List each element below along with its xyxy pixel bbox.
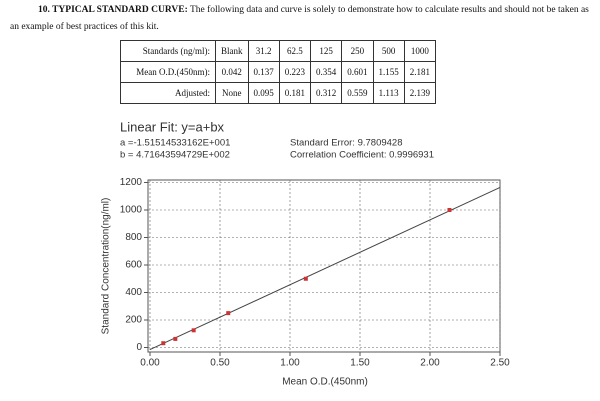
data-point [226, 311, 231, 316]
x-tick-label: 0.50 [210, 358, 230, 369]
y-tick-label: 800 [125, 232, 142, 243]
x-tick-label: 1.00 [280, 358, 300, 369]
header-text: The following data and curve is solely t… [10, 5, 589, 32]
data-point [447, 208, 452, 212]
table-cell: 0.137 [247, 61, 280, 83]
x-tick-label: 2.50 [490, 358, 510, 369]
y-tick-label: 0 [136, 342, 142, 353]
data-point [161, 341, 166, 346]
table-cell: 0.095 [247, 82, 280, 104]
y-tick-label: 1200 [120, 177, 143, 188]
x-tick-label: 0.00 [140, 358, 160, 369]
standards-table: Standards (ng/ml): Blank 31.2 62.5 125 250 500… [120, 40, 437, 104]
fit-a: a =-1.51514533162E+001 [120, 138, 230, 149]
x-tick-label: 1.50 [350, 358, 370, 369]
table-cell: 0.601 [341, 61, 374, 83]
y-tick-label: 200 [125, 315, 142, 326]
table-cell: Mean O.D.(450nm): [120, 61, 216, 83]
table-cell: 1.155 [372, 61, 405, 83]
table-cell: Adjusted: [120, 82, 216, 104]
table-cell: 500 [372, 40, 405, 62]
y-axis-label: Standard Concentration(ng/ml) [101, 198, 112, 335]
table-cell: 62.5 [278, 40, 312, 62]
fit-b: b = 4.71643594729E+002 [120, 150, 230, 161]
data-point [191, 328, 196, 333]
x-tick-label: 2.00 [420, 358, 440, 369]
y-tick-label: 600 [125, 260, 142, 271]
table-cell: 125 [309, 40, 343, 62]
header-title: 10. TYPICAL STANDARD CURVE: [38, 5, 188, 15]
table-cell: 0.312 [309, 82, 343, 104]
header: 10. TYPICAL STANDARD CURVE: The followin… [10, 2, 590, 36]
data-point [303, 276, 308, 281]
table-cell: Standards (ng/ml): [120, 40, 216, 62]
table-cell: None [215, 82, 249, 104]
table-row: Adjusted: None 0.095 0.181 0.312 0.559 1.113 2.… [120, 82, 437, 104]
table-cell: 0.354 [309, 61, 343, 83]
fit-title: Linear Fit: y=a+bx [120, 119, 225, 134]
table-cell: 31.2 [247, 40, 280, 62]
correlation: Correlation Coefficient: 0.9996931 [290, 150, 434, 161]
table-row: Standards (ng/ml): Blank 31.2 62.5 125 250 500… [120, 40, 437, 62]
data-point [173, 336, 178, 341]
table-cell: 0.042 [215, 61, 249, 83]
y-tick-label: 400 [125, 287, 142, 298]
table-cell: 0.181 [278, 82, 312, 104]
table-cell: 1.113 [372, 82, 405, 104]
table-cell: Blank [215, 40, 249, 62]
table-row: Mean O.D.(450nm): 0.042 0.137 0.223 0.354 0.6… [120, 61, 437, 83]
table-cell: 2.181 [403, 61, 437, 83]
table-cell: 250 [341, 40, 374, 62]
table-cell: 2.139 [403, 82, 437, 104]
fit-line [149, 186, 501, 351]
table-cell: 0.223 [278, 61, 312, 83]
y-tick-label: 1000 [120, 205, 143, 216]
x-axis-label: Mean O.D.(450nm) [282, 377, 368, 388]
table-cell: 0.559 [341, 82, 374, 104]
table-cell: 1000 [403, 40, 437, 62]
std-error: Standard Error: 9.7809428 [290, 138, 403, 149]
